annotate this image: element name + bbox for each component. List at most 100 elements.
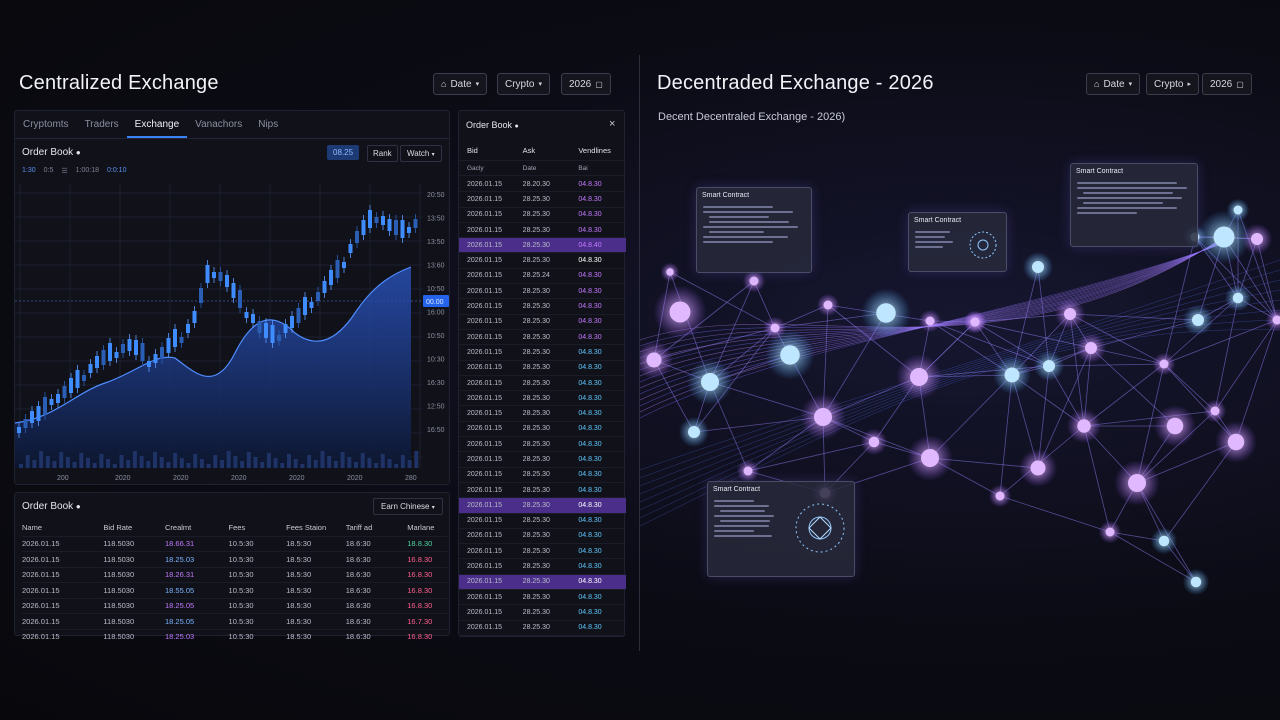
- tab-cryptomts[interactable]: Cryptomts: [23, 119, 69, 130]
- order-book-row[interactable]: 2026.01.15 28.25.30 04.8.30: [459, 361, 626, 376]
- order-book-row[interactable]: 2026.01.15 28.25.30 04.8.30: [459, 529, 626, 545]
- order-book-row[interactable]: 2026.01.15 28.25.30 04.8.30: [459, 299, 626, 315]
- rank-button[interactable]: Rank: [367, 145, 398, 162]
- network-node[interactable]: [1158, 535, 1170, 547]
- timeframe-button[interactable]: 08.25: [327, 145, 360, 160]
- table-cell: 2026.01.15: [22, 539, 60, 549]
- network-node[interactable]: [1233, 205, 1243, 215]
- network-node[interactable]: [1192, 314, 1204, 326]
- network-node[interactable]: [701, 373, 719, 391]
- order-book-row[interactable]: 2026.01.15 28.25.30 04.8.30: [459, 498, 626, 514]
- order-book-row[interactable]: 2026.01.15 28.25.30 04.8.30: [459, 422, 626, 438]
- network-node[interactable]: [1077, 419, 1091, 433]
- order-book-row[interactable]: 2026.01.15 28.20.30 04.8.30: [459, 177, 626, 193]
- order-book-row[interactable]: 2026.01.15 28.25.30 04.8.30: [459, 514, 626, 529]
- network-node[interactable]: [770, 323, 780, 333]
- network-node[interactable]: [1043, 360, 1055, 372]
- order-book-row[interactable]: 2026.01.15 28.25.24 04.8.30: [459, 269, 626, 285]
- order-book-row[interactable]: 2026.01.15 28.25.30 04.8.30: [459, 284, 626, 300]
- tab-traders[interactable]: Traders: [84, 119, 119, 130]
- network-node[interactable]: [1190, 576, 1202, 588]
- network-node[interactable]: [1210, 406, 1220, 416]
- network-node[interactable]: [910, 368, 928, 386]
- network-node[interactable]: [1128, 474, 1146, 492]
- network-node[interactable]: [925, 316, 935, 326]
- tab-nips[interactable]: Nips: [258, 119, 279, 130]
- order-book-row[interactable]: 2026.01.15 28.25.30 04.8.30: [459, 452, 626, 468]
- network-node[interactable]: [1105, 527, 1115, 537]
- network-node[interactable]: [1032, 261, 1044, 273]
- network-node[interactable]: [1232, 292, 1244, 304]
- network-node[interactable]: [1004, 367, 1020, 383]
- smart-contract-card[interactable]: Smart Contract: [707, 481, 855, 577]
- close-icon[interactable]: ×: [609, 118, 616, 130]
- order-book-row[interactable]: 2026.01.15 28.25.30 04.8.30: [459, 621, 626, 636]
- order-book-row[interactable]: 2026.01.15 28.25.30 04.8.30: [459, 605, 626, 621]
- network-node[interactable]: [669, 301, 691, 323]
- network-node[interactable]: [1085, 342, 1097, 354]
- order-book-cell: 2026.01.15: [467, 303, 503, 311]
- order-book-row[interactable]: 2026.01.15 28.25.30 04.8.30: [459, 208, 626, 223]
- order-book-row[interactable]: 2026.01.15 28.25.30 04.8.30: [459, 345, 626, 361]
- table-row[interactable]: 2026.01.15 118.5030 18.25.03 10.5:30 18.5:30…: [22, 628, 447, 645]
- network-node[interactable]: [814, 408, 832, 426]
- smart-contract-card[interactable]: Smart Contract: [696, 187, 812, 273]
- smart-contract-card[interactable]: Smart Contract: [1070, 163, 1198, 247]
- network-node[interactable]: [646, 352, 662, 368]
- table-row[interactable]: 2026.01.15 118.5030 18.26.31 10.5:30 18.5:30…: [22, 566, 447, 583]
- network-node[interactable]: [1251, 233, 1263, 245]
- network-node[interactable]: [1272, 315, 1280, 325]
- bottom-table-filter[interactable]: Earn Chinese ▾: [373, 498, 443, 515]
- network-node[interactable]: [876, 303, 896, 323]
- watch-dropdown[interactable]: Watch ▾: [400, 145, 442, 162]
- order-book-row[interactable]: 2026.01.15 28.25.30 04.8.30: [459, 192, 626, 208]
- smart-contract-card[interactable]: Smart Contract: [908, 212, 1007, 272]
- network-node[interactable]: [995, 491, 1005, 501]
- network-node[interactable]: [743, 466, 753, 476]
- network-node[interactable]: [921, 449, 939, 467]
- order-book-row[interactable]: 2026.01.15 28.25.30 04.8.30: [459, 468, 626, 483]
- network-node[interactable]: [823, 300, 833, 310]
- cex-year-picker[interactable]: 2026 ▢: [561, 73, 611, 95]
- tab-vanachors[interactable]: Vanachors: [195, 119, 243, 130]
- network-node[interactable]: [688, 426, 700, 438]
- table-row[interactable]: 2026.01.15 118.5030 18.66.31 10.5:30 18.5:30…: [22, 535, 447, 552]
- order-book-row[interactable]: 2026.01.15 28.25.30 04.8.30: [459, 559, 626, 575]
- dex-date-filter[interactable]: ⌂ Date ▾: [1086, 73, 1141, 95]
- order-book-row[interactable]: 2026.01.15 28.25.30 04.8.30: [459, 253, 626, 269]
- dex-year-picker[interactable]: 2026 ▢: [1202, 73, 1252, 95]
- order-book-row[interactable]: 2026.01.15 28.25.30 04.8.30: [459, 391, 626, 407]
- order-book-row[interactable]: 2026.01.15 28.25.30 04.8.40: [459, 238, 626, 254]
- order-book-row[interactable]: 2026.01.15 28.25.30 04.8.30: [459, 574, 626, 591]
- chevron-down-icon: ▾: [1128, 81, 1133, 88]
- network-node[interactable]: [1030, 460, 1046, 476]
- table-row[interactable]: 2026.01.15 118.5030 18.55.05 10.5:30 18.5:30…: [22, 582, 447, 598]
- order-book-row[interactable]: 2026.01.15 28.25.30 04.8.30: [459, 223, 626, 239]
- network-node[interactable]: [1166, 417, 1184, 435]
- order-book-row[interactable]: 2026.01.15 28.25.30 04.8.30: [459, 437, 626, 453]
- order-book-row[interactable]: 2026.01.15 28.25.30 04.8.30: [459, 315, 626, 330]
- table-row[interactable]: 2026.01.15 118.5030 18.25.03 10.5:30 18.5:30…: [22, 551, 447, 567]
- dex-crypto-select[interactable]: Crypto ▸: [1146, 73, 1199, 95]
- network-node[interactable]: [1159, 359, 1169, 369]
- tab-exchange[interactable]: Exchange: [126, 111, 188, 138]
- table-row[interactable]: 2026.01.15 118.5030 18.25.05 10.5:30 18.5:30…: [22, 613, 447, 629]
- order-book-row[interactable]: 2026.01.15 28.25.30 04.8.30: [459, 483, 626, 499]
- order-book-row[interactable]: 2026.01.15 28.25.30 04.8.30: [459, 376, 626, 392]
- network-node[interactable]: [666, 268, 674, 276]
- cex-date-filter[interactable]: ⌂ Date ▾: [433, 73, 488, 95]
- order-book-row[interactable]: 2026.01.15 28.25.30 04.8.30: [459, 590, 626, 606]
- network-node[interactable]: [749, 276, 759, 286]
- network-node[interactable]: [868, 436, 880, 448]
- network-node[interactable]: [1213, 226, 1235, 248]
- network-node[interactable]: [780, 345, 800, 365]
- network-node[interactable]: [1064, 308, 1076, 320]
- legend-item: 1:30: [22, 167, 36, 174]
- network-node[interactable]: [970, 317, 980, 327]
- cex-crypto-select[interactable]: Crypto ▾: [497, 73, 550, 95]
- order-book-row[interactable]: 2026.01.15 28.25.30 04.8.30: [459, 406, 626, 422]
- order-book-row[interactable]: 2026.01.15 28.25.30 04.8.30: [459, 544, 626, 560]
- network-node[interactable]: [1227, 433, 1245, 451]
- order-book-row[interactable]: 2026.01.15 28.25.30 04.8.30: [459, 330, 626, 346]
- table-row[interactable]: 2026.01.15 118.5030 18.25.05 10.5:30 18.5:30…: [22, 597, 447, 614]
